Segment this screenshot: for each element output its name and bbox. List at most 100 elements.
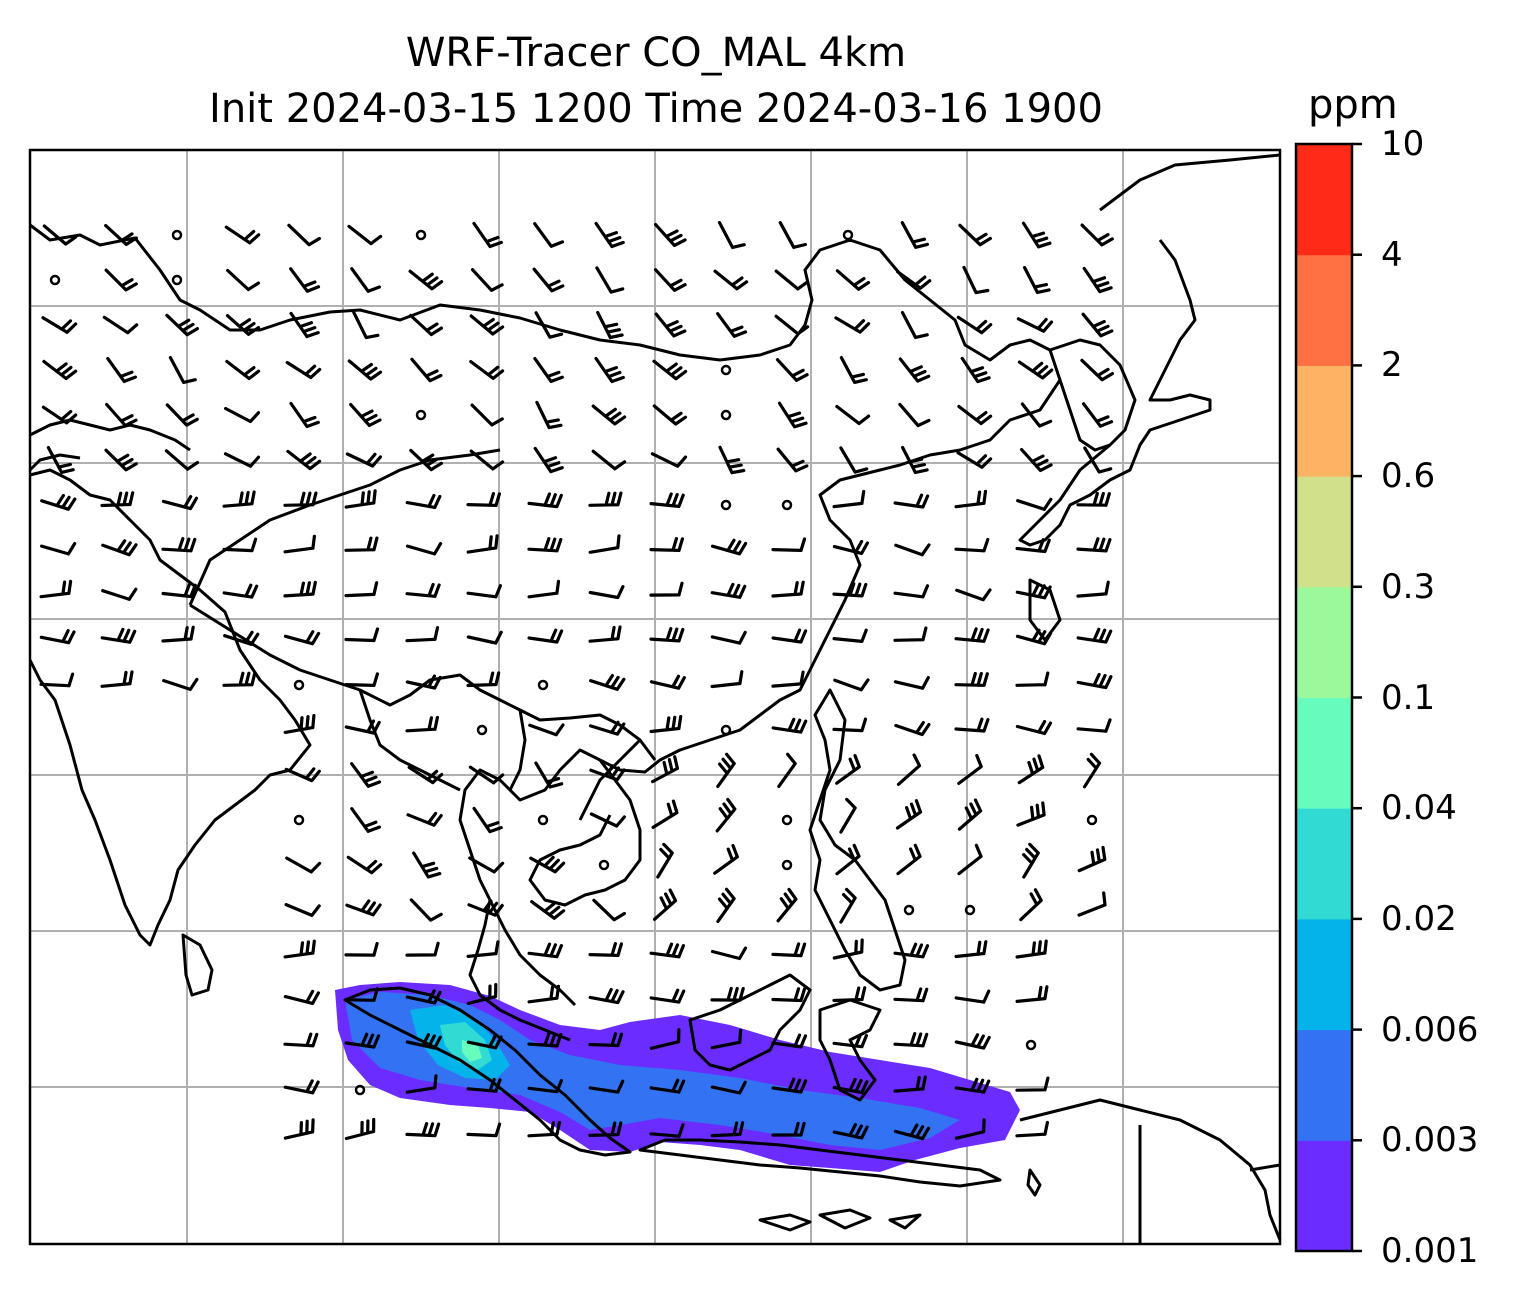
wind-barb (839, 797, 857, 834)
wind-barb (409, 898, 443, 922)
wind-barb (223, 630, 260, 646)
wind-barb (1083, 446, 1113, 474)
wind-barb (344, 1032, 381, 1049)
colorbar-segment (1296, 365, 1352, 477)
wind-barb (649, 988, 686, 1004)
tracer-band-0.003 (345, 992, 960, 1150)
colorbar-tick-label: 0.1 (1381, 677, 1436, 718)
wind-barb (350, 762, 382, 788)
wind-barb (771, 942, 807, 958)
wind-barb (839, 356, 868, 384)
wind-barb (954, 717, 990, 733)
wind-barb (588, 1032, 624, 1048)
wind-barb (349, 403, 382, 427)
colorbar-segment (1296, 586, 1352, 698)
wind-barb (410, 357, 443, 383)
colorbar-segment (1296, 697, 1352, 809)
wind-barb (283, 491, 318, 507)
colorbar-segment (1296, 1029, 1352, 1141)
wind-barb (405, 674, 442, 690)
wind-barb (100, 670, 134, 688)
wind-barb (1016, 497, 1053, 511)
wind-barb (161, 495, 199, 511)
wind-barb (589, 674, 626, 691)
wind-barb (1015, 628, 1053, 646)
wind-barb (835, 754, 861, 785)
wind-barb (1076, 718, 1112, 733)
wind-barb (839, 887, 857, 924)
colorbar-tick-label: 0.3 (1381, 566, 1436, 607)
wind-calm-circle (171, 274, 183, 286)
wind-barb (405, 542, 443, 556)
wind-barb (470, 403, 504, 427)
wind-barb (774, 314, 810, 336)
wind-barb (835, 404, 871, 426)
colorbar-segment (1296, 918, 1352, 1031)
wind-barb (954, 537, 990, 553)
wind-barb (405, 715, 439, 733)
wind-barb (775, 358, 809, 382)
wind-barb (41, 316, 78, 334)
wind-barb (162, 677, 199, 691)
wind-barb (533, 357, 564, 383)
wind-barb (409, 313, 443, 337)
wind-barb (710, 1028, 743, 1050)
wind-barb (652, 359, 688, 381)
wind-barb (649, 715, 683, 734)
wind-barb (957, 798, 983, 831)
wind-calm-circle (964, 904, 976, 916)
tracer-field (335, 982, 1020, 1172)
wind-barb (710, 670, 744, 689)
wind-barb (954, 1033, 991, 1050)
wind-barb (466, 671, 501, 688)
wind-calm-circle (842, 229, 854, 241)
wind-barb (778, 221, 807, 249)
wind-barb (832, 582, 868, 598)
wind-barb (651, 755, 679, 784)
wind-calm-circle (781, 859, 793, 871)
wind-barb (106, 357, 137, 383)
wind-barb (222, 583, 259, 599)
wind-barb (530, 900, 566, 920)
wind-barb (283, 630, 321, 646)
wind-barb (466, 983, 498, 1005)
wind-barb (777, 752, 797, 788)
wind-barb (161, 625, 195, 643)
wind-barb (649, 1078, 686, 1094)
wind-barb (469, 314, 505, 336)
wind-calm-circle (476, 724, 488, 736)
wind-barb (224, 406, 261, 424)
wind-barb (1022, 266, 1051, 294)
wind-barb (466, 492, 501, 507)
wind-barb (41, 405, 78, 425)
wind-barb (656, 842, 674, 879)
wind-barb (715, 797, 737, 833)
wind-barb (1076, 672, 1113, 690)
wind-barb (161, 537, 197, 553)
wind-barb (405, 582, 441, 598)
wind-barb (649, 1028, 681, 1050)
wind-barb (161, 583, 197, 599)
wind-barb (344, 719, 381, 735)
wind-barb (350, 807, 381, 833)
wind-barb (588, 1121, 623, 1137)
wind-barb (344, 489, 377, 509)
wind-barb (900, 311, 929, 339)
wind-barb (653, 268, 687, 292)
wind-barb (1020, 402, 1053, 428)
wind-barb (472, 221, 503, 249)
wind-barb (776, 447, 809, 473)
wind-barb (164, 449, 200, 471)
wind-barb (284, 903, 321, 917)
wind-barb (894, 543, 931, 557)
wind-barb (588, 534, 621, 554)
wind-barb (771, 580, 805, 598)
wind-barb (350, 267, 381, 293)
wind-barb (344, 1117, 376, 1141)
wind-barb (960, 356, 991, 384)
wind-barb (832, 938, 864, 960)
wind-barb (832, 1123, 869, 1140)
wind-barb (1020, 448, 1053, 472)
wind-barb (594, 356, 625, 384)
wind-barb (344, 581, 379, 598)
